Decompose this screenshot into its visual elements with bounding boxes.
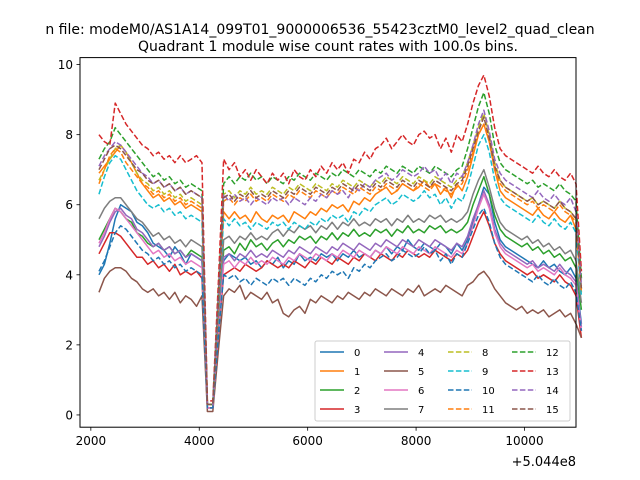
series-line-4	[98, 189, 583, 409]
legend-label-10: 10	[482, 386, 495, 397]
series-line-13	[98, 74, 583, 402]
series-line-1	[98, 123, 583, 406]
legend-label-9: 9	[482, 367, 488, 378]
legend-label-3: 3	[354, 405, 360, 416]
x-tick-label: 2000	[76, 434, 107, 448]
y-tick-label: 8	[65, 128, 73, 142]
legend-label-2: 2	[354, 386, 360, 397]
series-line-7	[98, 168, 583, 406]
legend-label-5: 5	[418, 367, 424, 378]
y-axis-ticks: 0 2 4 6 8 10	[58, 58, 80, 422]
legend-label-15: 15	[546, 405, 559, 416]
x-tick-label: 8000	[401, 434, 432, 448]
y-tick-label: 2	[65, 338, 73, 352]
x-axis-ticks: 2000 4000 6000 8000 10000	[76, 427, 544, 448]
y-tick-label: 4	[65, 268, 73, 282]
legend-label-6: 6	[418, 386, 424, 397]
legend-label-0: 0	[354, 348, 360, 359]
legend-label-13: 13	[546, 367, 559, 378]
series-line-0	[98, 186, 583, 409]
x-axis-offset-label: +5.044e8	[512, 455, 576, 470]
plot-lines	[98, 74, 583, 413]
chart-title: Quadrant 1 module wise count rates with …	[138, 39, 518, 55]
series-line-10	[98, 207, 583, 409]
y-tick-label: 6	[65, 198, 73, 212]
legend-label-4: 4	[418, 348, 424, 359]
series-line-5	[98, 267, 583, 413]
figure-suptitle: n file: modeM0/AS1A14_099T01_9000006536_…	[45, 22, 594, 38]
series-line-6	[98, 193, 583, 409]
y-tick-label: 10	[58, 58, 73, 72]
series-line-8	[98, 112, 583, 406]
legend-label-14: 14	[546, 386, 559, 397]
series-line-9	[98, 133, 583, 406]
series-line-3	[98, 211, 583, 409]
legend-label-1: 1	[354, 367, 360, 378]
y-tick-label: 0	[65, 408, 73, 422]
legend-frame	[314, 340, 571, 422]
series-line-15	[98, 116, 583, 406]
series-line-12	[98, 91, 583, 406]
x-tick-label: 10000	[505, 434, 543, 448]
legend-label-8: 8	[482, 348, 488, 359]
series-line-11	[98, 123, 583, 406]
axes-frame	[79, 57, 577, 428]
x-tick-label: 6000	[292, 434, 323, 448]
legend-label-7: 7	[418, 405, 424, 416]
x-tick-label: 4000	[184, 434, 215, 448]
legend-label-12: 12	[546, 348, 559, 359]
legend-label-11: 11	[482, 405, 495, 416]
